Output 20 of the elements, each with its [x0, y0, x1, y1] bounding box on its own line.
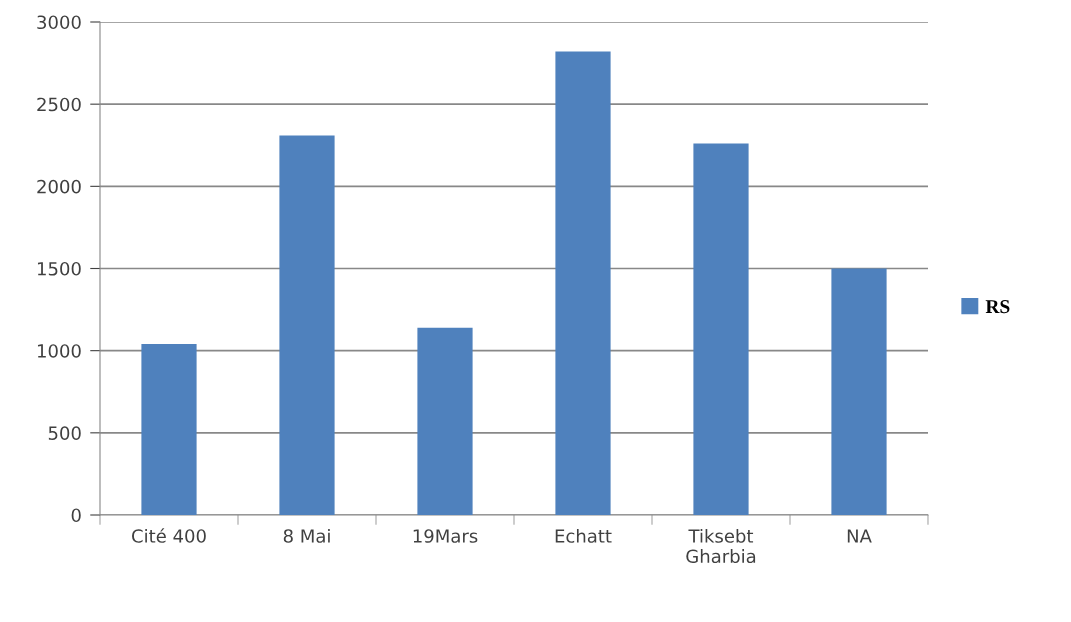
y-tick-label: 0	[71, 508, 81, 523]
y-tick-label: 2000	[37, 179, 81, 194]
bar	[555, 51, 611, 515]
y-tick-label: 1500	[37, 261, 81, 276]
y-tick-label: 3000	[37, 15, 81, 30]
bar	[417, 327, 473, 515]
x-tick-label: NA	[847, 529, 872, 543]
x-tick-label: Cité 400	[132, 528, 206, 543]
x-tick-label: 8 Mai	[283, 528, 330, 543]
x-tick-label: Tiksebt Gharbia	[686, 528, 756, 564]
bar	[831, 268, 887, 515]
legend-label: RS	[985, 300, 1010, 314]
x-tick-label: Echatt	[555, 528, 612, 543]
bar	[279, 135, 335, 515]
y-tick-label: 1000	[37, 344, 81, 358]
bar	[141, 344, 197, 515]
y-tick-label: 2500	[37, 97, 81, 112]
bar	[693, 143, 749, 515]
x-tick-label: 19Mars	[413, 529, 478, 543]
y-tick-label: 500	[48, 426, 81, 440]
